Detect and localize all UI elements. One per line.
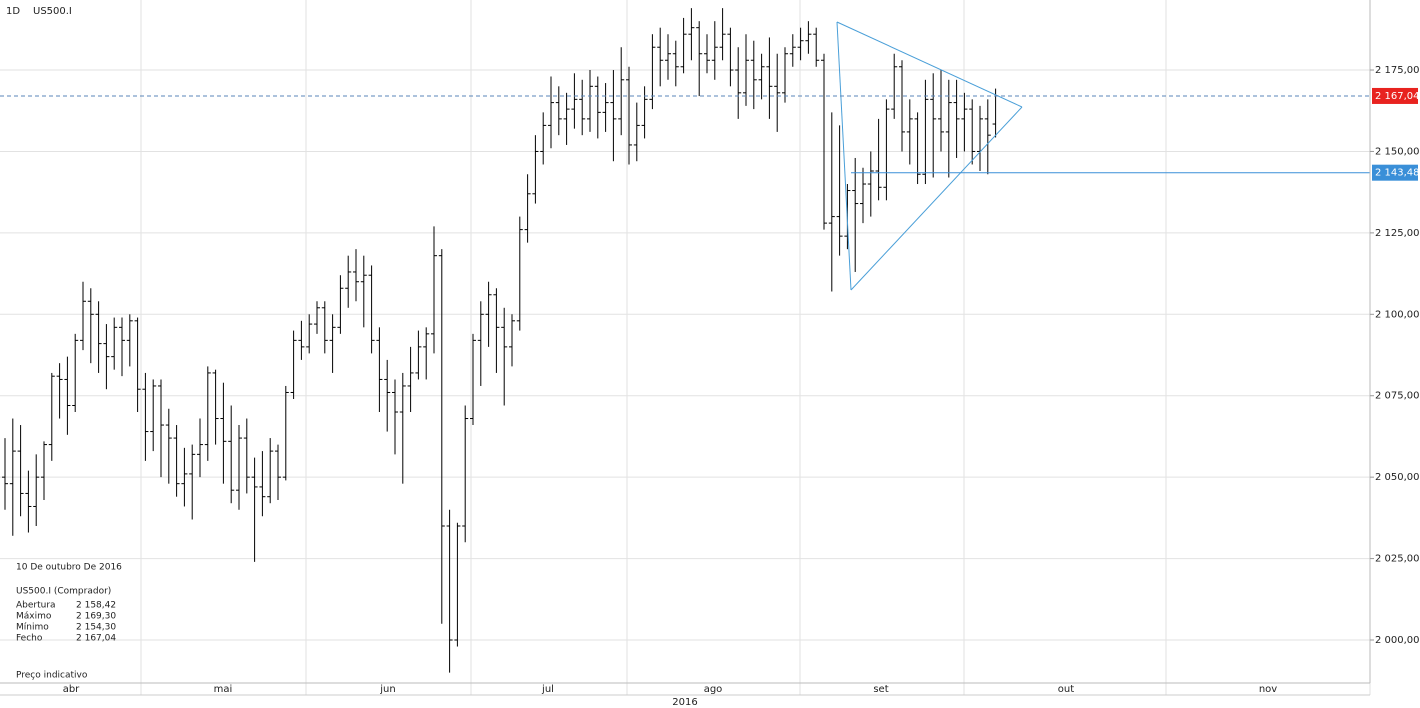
info-value: 2 158,42	[76, 601, 116, 611]
info-label: Mínimo	[16, 623, 49, 633]
y-tick-label: 2 025,00	[1375, 554, 1420, 565]
info-date: 10 De outubro De 2016	[16, 563, 122, 573]
info-symbol: US500.I (Comprador)	[16, 587, 111, 597]
current-price-label: 2 167,04	[1375, 91, 1420, 102]
info-value: 2 167,04	[76, 634, 116, 644]
y-tick-label: 2 100,00	[1375, 309, 1420, 320]
symbol: US500.I	[33, 6, 72, 17]
y-tick-label: 2 125,00	[1375, 228, 1420, 239]
x-tick-label: ago	[704, 684, 723, 695]
level-label: 2 143,48	[1375, 168, 1420, 179]
trendline	[836, 21, 1023, 108]
y-tick-label: 2 050,00	[1375, 472, 1420, 483]
info-label: Máximo	[16, 612, 52, 622]
year-label: 2016	[672, 697, 697, 708]
trendline	[836, 21, 852, 291]
x-tick-label: jun	[379, 684, 395, 695]
current-price-box	[1372, 87, 1418, 104]
x-tick-label: nov	[1259, 684, 1277, 695]
triangle-pattern	[836, 21, 1023, 291]
x-tick-label: mai	[214, 684, 233, 695]
x-tick-label: jul	[541, 684, 554, 695]
info-label: Fecho	[16, 634, 43, 644]
y-tick-label: 2 075,00	[1375, 391, 1420, 402]
x-tick-label: set	[873, 684, 888, 695]
info-value: 2 154,30	[76, 623, 116, 633]
info-value: 2 169,30	[76, 612, 116, 622]
y-tick-label: 2 000,00	[1375, 635, 1420, 646]
y-tick-label: 2 150,00	[1375, 146, 1420, 157]
bars	[2, 8, 999, 673]
info-box: 10 De outubro De 2016 US500.I (Comprador…	[16, 563, 122, 681]
period: 1D	[6, 6, 20, 17]
overlay: 2 167,04 2 143,48	[0, 87, 1420, 181]
x-tick-label: out	[1058, 684, 1074, 695]
trendline	[850, 106, 1023, 291]
level-box	[1372, 164, 1418, 181]
info-note: Preço indicativo	[16, 671, 88, 681]
x-tick-label: abr	[63, 684, 80, 695]
info-label: Abertura	[16, 601, 56, 611]
y-tick-label: 2 175,00	[1375, 65, 1420, 76]
